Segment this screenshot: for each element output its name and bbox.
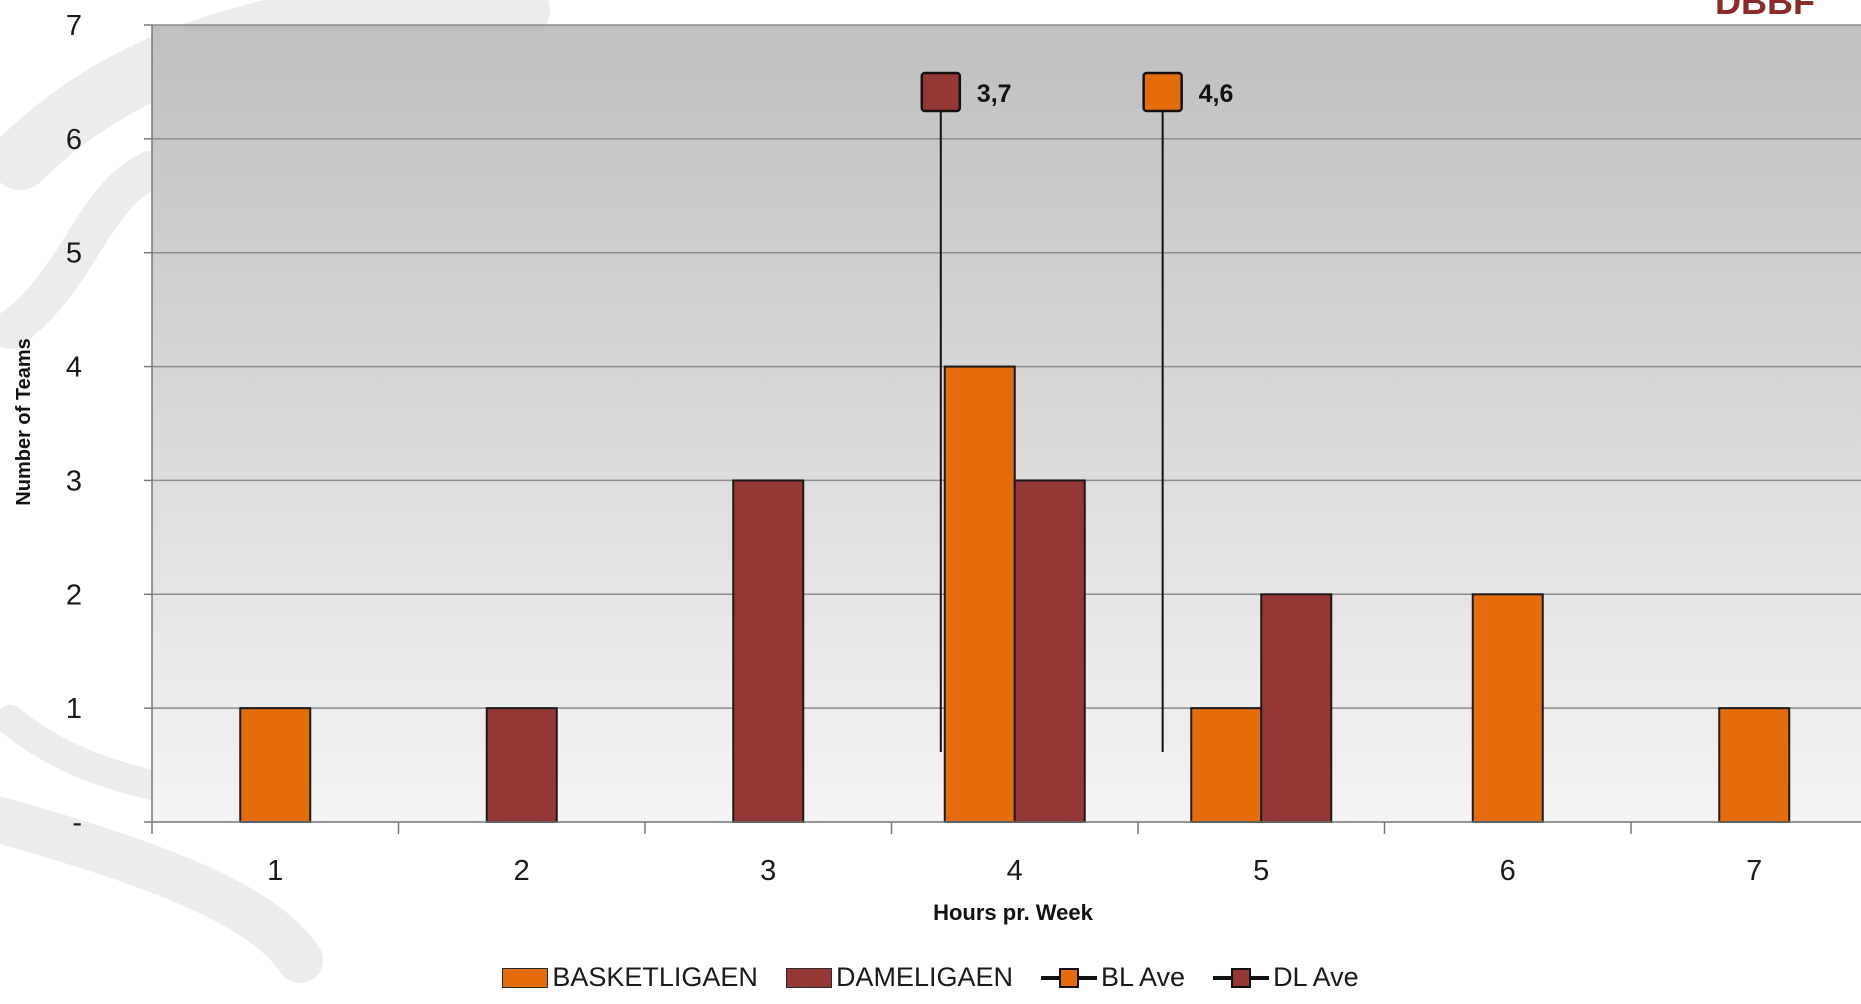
bar-basketligaen-1 — [239, 707, 312, 824]
bar-dameligaen-2 — [485, 707, 558, 824]
y-tick-label: 4 — [66, 352, 82, 384]
y-tick-label: 7 — [66, 10, 82, 42]
legend-item-bl-ave: BL Ave — [1040, 962, 1186, 993]
bar-basketligaen-7 — [1718, 707, 1791, 824]
average-markers: 4,6 3,7 — [920, 71, 1234, 752]
legend-label-dl-ave: DL Ave — [1273, 962, 1359, 992]
legend-item-basketligaen: BASKETLIGAEN — [502, 962, 758, 993]
y-axis-label: Number of Teams — [13, 338, 35, 505]
legend-swatch-bl-ave — [1040, 967, 1097, 989]
bar-basketligaen-5 — [1190, 707, 1263, 824]
legend-item-dameligaen: DAMELIGAEN — [785, 962, 1013, 993]
x-tick-label: 2 — [514, 855, 530, 887]
legend-swatch-dl-ave — [1213, 967, 1270, 989]
bar-dameligaen-4 — [1013, 479, 1086, 823]
y-tick-label: 1 — [66, 693, 82, 725]
y-tick-label: - — [72, 807, 82, 839]
y-tick-label: 2 — [66, 579, 82, 611]
x-axis-label: Hours pr. Week — [933, 900, 1094, 925]
x-tick-label: 1 — [267, 855, 283, 887]
x-tick-label: 4 — [1007, 855, 1023, 887]
x-tick-label: 5 — [1253, 855, 1269, 887]
bar-basketligaen-4 — [943, 365, 1016, 823]
x-tick-label: 7 — [1746, 855, 1762, 887]
bar-dameligaen-5 — [1260, 593, 1333, 823]
bars — [239, 365, 1791, 824]
legend-swatch-basketligaen — [502, 967, 549, 988]
legend-item-dl-ave: DL Ave — [1213, 962, 1359, 993]
bar-dameligaen-3 — [732, 479, 805, 823]
y-tick-label: 6 — [66, 124, 82, 156]
axes: - 1 2 3 4 5 6 7 1 2 3 4 5 6 7 — [66, 10, 1861, 887]
avg-marker-dl-ave — [920, 71, 962, 113]
legend-label-dameligaen: DAMELIGAEN — [835, 962, 1013, 992]
avg-marker-bl-ave — [1142, 71, 1183, 113]
x-tick-label: 3 — [760, 855, 776, 887]
legend: BASKETLIGAEN DAMELIGAEN BL Ave DL Ave — [0, 962, 1861, 993]
avg-label-bl-ave: 4,6 — [1199, 80, 1234, 108]
legend-swatch-dameligaen — [785, 967, 832, 988]
legend-label-bl-ave: BL Ave — [1100, 962, 1186, 992]
brand-logo: DBBF — [1715, 0, 1815, 22]
y-tick-label: 5 — [66, 238, 82, 270]
x-tick-label: 6 — [1500, 855, 1516, 887]
legend-label-basketligaen: BASKETLIGAEN — [552, 962, 758, 992]
y-tick-label: 3 — [66, 465, 82, 497]
bar-basketligaen-6 — [1471, 593, 1544, 823]
avg-label-dl-ave: 3,7 — [977, 80, 1012, 108]
